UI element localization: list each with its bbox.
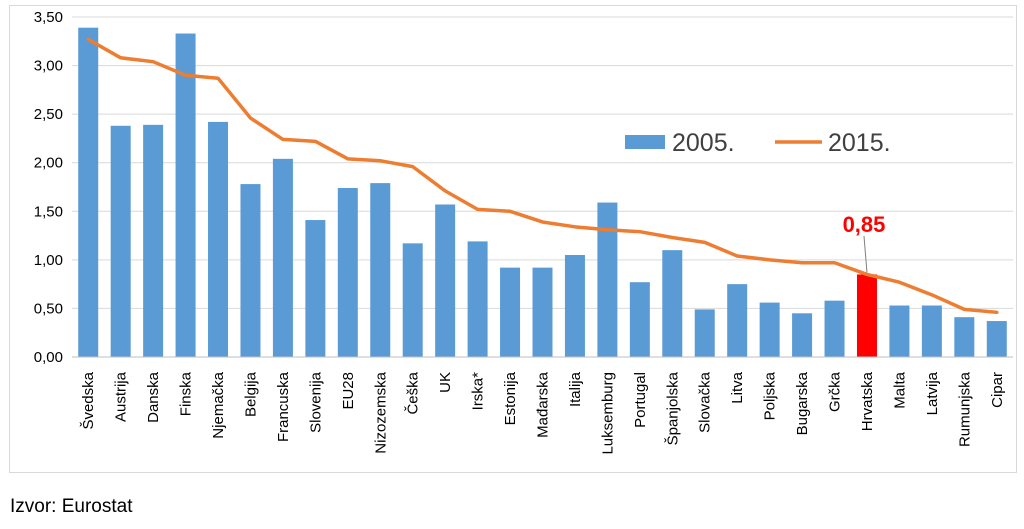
highlight-leader-line xyxy=(863,235,868,273)
x-tick-label: Hrvatska xyxy=(859,371,876,431)
bar-highlight xyxy=(856,274,877,357)
y-tick-label: 0,50 xyxy=(34,300,63,317)
bar xyxy=(727,284,748,357)
x-tick-label: Španjolska xyxy=(664,371,681,445)
x-tick-label: Estonija xyxy=(502,371,519,425)
y-tick-label: 0,00 xyxy=(34,349,63,366)
x-tick-label: Cipar xyxy=(989,372,1006,408)
bar xyxy=(792,313,813,357)
bar xyxy=(629,282,650,357)
bar xyxy=(500,267,521,357)
bar xyxy=(272,158,293,357)
bar xyxy=(759,302,780,357)
x-tick-label: Belgija xyxy=(242,371,259,417)
bar xyxy=(694,309,715,357)
x-tick-label: Njemačka xyxy=(210,371,227,438)
bar xyxy=(208,121,229,358)
bar xyxy=(240,184,261,357)
highlight-data-label: 0,85 xyxy=(843,212,886,237)
bar xyxy=(889,305,910,357)
x-tick-label: Luksemburg xyxy=(599,372,616,455)
y-tick-label: 1,50 xyxy=(34,203,63,220)
x-tick-label: Italija xyxy=(567,371,584,407)
bar xyxy=(532,267,553,357)
x-tick-label: Slovenija xyxy=(307,371,324,433)
x-tick-label: Nizozemska xyxy=(372,371,389,453)
x-tick-label: Rumunjska xyxy=(956,371,973,447)
y-tick-label: 3,50 xyxy=(34,9,63,26)
bar xyxy=(143,124,164,357)
y-tick-label: 3,00 xyxy=(34,58,63,75)
x-tick-label: Mađarska xyxy=(535,371,552,438)
bar xyxy=(175,33,196,358)
x-tick-label: Portugal xyxy=(632,372,649,428)
bar xyxy=(986,321,1007,357)
bar xyxy=(110,125,131,357)
x-tick-label: Finska xyxy=(178,371,195,416)
bar xyxy=(370,183,391,357)
legend-swatch-2005 xyxy=(625,135,665,149)
x-tick-label: Francuska xyxy=(275,371,292,442)
bar xyxy=(597,202,618,357)
series-line-2015 xyxy=(86,37,999,315)
x-tick-label: Grčka xyxy=(827,371,844,412)
bar xyxy=(402,243,423,357)
x-tick-label: Poljska xyxy=(762,371,779,420)
bar xyxy=(824,300,845,357)
y-tick-label: 2,00 xyxy=(34,155,63,172)
bar xyxy=(954,317,975,357)
bar xyxy=(564,255,585,357)
x-tick-label: Austrija xyxy=(113,371,130,422)
y-tick-label: 1,00 xyxy=(34,252,63,269)
legend-label-2005: 2005. xyxy=(672,129,735,157)
source-note: Izvor: Eurostat xyxy=(10,496,133,517)
x-tick-label: Litva xyxy=(729,371,746,403)
chart-svg: 0,00 0,50 1,00 1,50 2,00 2,50 3,00 3,50 Švedska… xyxy=(34,9,1013,455)
x-tick-label: Malta xyxy=(891,371,908,408)
chart-frame: 0,00 0,50 1,00 1,50 2,00 2,50 3,00 3,50 Švedska… xyxy=(9,5,1017,473)
x-tick-label: UK xyxy=(437,372,454,393)
bar xyxy=(435,204,456,357)
x-tick-label: Češka xyxy=(405,371,422,414)
x-tick-label: Bugarska xyxy=(794,371,811,435)
x-tick-label: Švedska xyxy=(80,371,97,429)
y-tick-label: 2,50 xyxy=(34,106,63,123)
legend-label-2015: 2015. xyxy=(828,129,891,157)
bar xyxy=(921,305,942,357)
x-tick-label: EU28 xyxy=(340,372,357,410)
x-tick-label: Irska* xyxy=(470,372,487,411)
x-tick-label: Latvija xyxy=(924,371,941,415)
bar xyxy=(467,241,488,357)
x-tick-label: Slovačka xyxy=(697,371,714,433)
bar xyxy=(662,250,683,357)
bar xyxy=(305,220,326,357)
x-tick-label: Danska xyxy=(145,371,162,423)
bar xyxy=(78,27,99,357)
bar xyxy=(337,187,358,357)
